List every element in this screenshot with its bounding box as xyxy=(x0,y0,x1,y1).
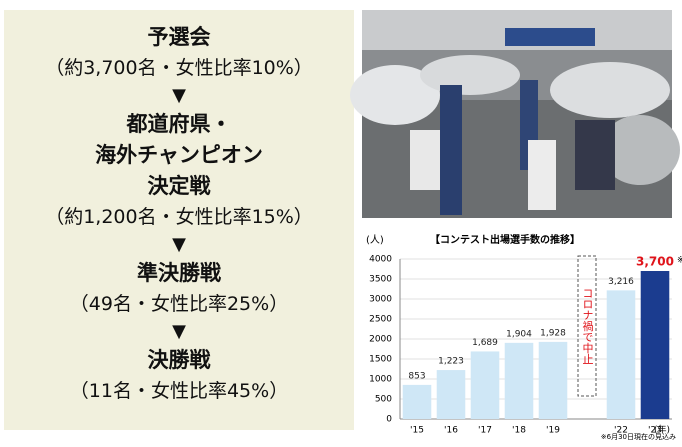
stage-title: 予選会 xyxy=(147,25,211,49)
stage-panel: 予選会 （約3,700名・女性比率10%） ▼ 都道府県・海外チャンピオン 決定戦 （約1… xyxy=(4,10,354,430)
value-label: 1,689 xyxy=(472,338,498,348)
x-tick-label: '18 xyxy=(512,426,526,436)
x-tick-label: '15 xyxy=(410,426,424,436)
y-axis-label: (人) xyxy=(366,234,384,246)
x-tick-label: '22 xyxy=(614,426,628,436)
y-tick-label: 500 xyxy=(375,395,392,405)
stage-detail: （約1,200名・女性比率15%） xyxy=(45,206,313,228)
value-label: 1,904 xyxy=(506,329,532,339)
stage-title: 決勝戦 xyxy=(147,348,211,372)
y-tick-label: 3000 xyxy=(369,295,392,305)
y-tick-label: 1000 xyxy=(369,375,392,385)
stage-detail: （11名・女性比率45%） xyxy=(69,380,289,402)
chart-title: 【コンテスト出場選手数の推移】 xyxy=(430,233,580,246)
stage-title: 準決勝戦 xyxy=(137,261,221,285)
bar xyxy=(436,370,466,419)
y-tick-label: 1500 xyxy=(369,355,392,365)
footnote: ※6月30日現在の見込み xyxy=(601,432,676,441)
arrow: ▼ xyxy=(172,85,186,106)
x-tick-label: '23 xyxy=(648,426,662,436)
value-label: 853 xyxy=(408,371,425,381)
stage-title: 決定戦 xyxy=(147,174,211,198)
stage-title: 海外チャンピオン xyxy=(95,143,263,167)
x-tick-label: '19 xyxy=(546,426,560,436)
gap-annotation: コロナ禍で中止 xyxy=(581,288,594,365)
bar xyxy=(538,341,568,419)
value-label: 1,223 xyxy=(438,357,464,367)
bar xyxy=(402,384,432,419)
value-label: 3,216 xyxy=(608,277,634,287)
y-tick-label: 2500 xyxy=(369,315,392,325)
stage-title: 都道府県・ xyxy=(126,112,232,136)
y-tick-label: 3500 xyxy=(369,275,392,285)
gap-box xyxy=(577,255,597,397)
value-label: 1,928 xyxy=(540,328,566,338)
value-label: 3,700 xyxy=(636,255,674,269)
arrow: ▼ xyxy=(172,321,186,342)
arrow: ▼ xyxy=(172,234,186,255)
x-tick-label: '17 xyxy=(478,426,492,436)
bar xyxy=(504,342,534,419)
y-tick-label: 4000 xyxy=(369,255,392,265)
photo xyxy=(350,10,680,218)
bar xyxy=(640,271,670,419)
x-axis-label: (年) xyxy=(654,424,670,436)
x-tick-label: '16 xyxy=(444,426,458,436)
note-mark: ※ xyxy=(677,256,682,266)
stage-detail: （49名・女性比率25%） xyxy=(69,293,289,315)
bar xyxy=(606,290,636,419)
y-tick-label: 2000 xyxy=(369,335,392,345)
stage-detail: （約3,700名・女性比率10%） xyxy=(45,57,313,79)
y-tick-label: 0 xyxy=(386,415,392,425)
bar xyxy=(470,351,500,419)
